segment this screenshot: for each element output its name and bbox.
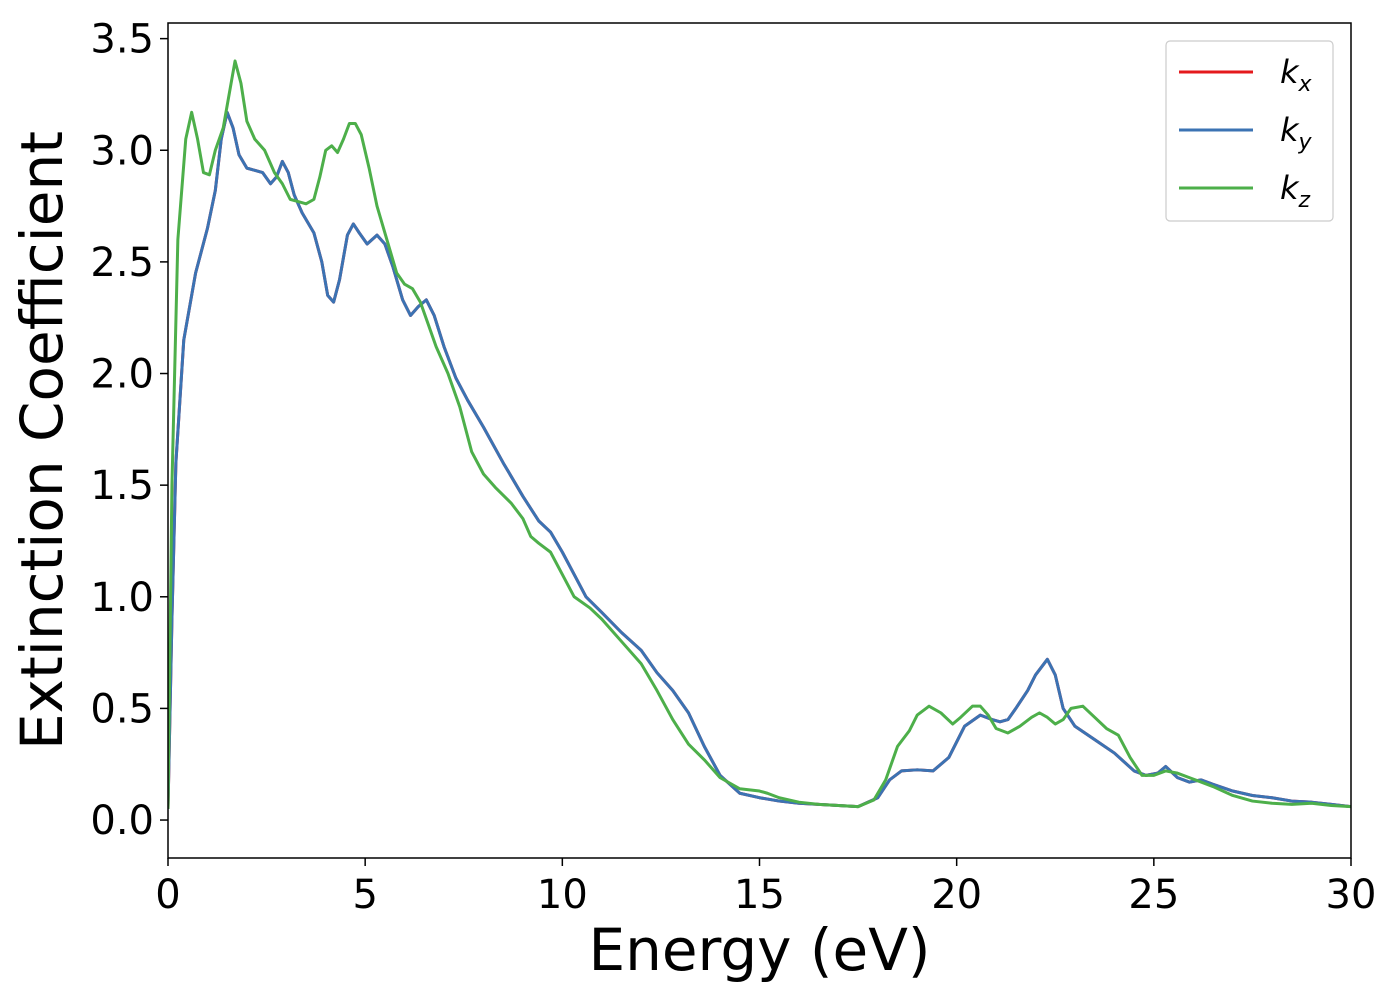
series-layer bbox=[168, 59, 1351, 809]
y-tick-label: 3.0 bbox=[90, 128, 154, 174]
legend-label-kz: kz bbox=[1280, 169, 1311, 213]
y-axis-title: Extinction Coefficient bbox=[8, 131, 76, 750]
legend-label-ky: ky bbox=[1280, 111, 1313, 155]
x-axis-title: Energy (eV) bbox=[588, 916, 930, 984]
x-tick-label: 30 bbox=[1326, 872, 1377, 918]
x-tick-label: 15 bbox=[734, 872, 785, 918]
x-tick-label: 25 bbox=[1128, 872, 1179, 918]
y-tick-label: 0.5 bbox=[90, 686, 154, 732]
x-axis: 0 5 10 15 20 25 30 bbox=[155, 858, 1376, 918]
legend: kx ky kz bbox=[1165, 40, 1334, 222]
y-tick-label: 3.5 bbox=[90, 17, 154, 63]
y-axis: 0.0 0.5 1.0 1.5 2.0 2.5 3.0 3.5 bbox=[90, 17, 168, 844]
x-tick-label: 10 bbox=[537, 872, 588, 918]
legend-label-kx: kx bbox=[1280, 53, 1313, 97]
y-tick-label: 2.0 bbox=[90, 352, 154, 398]
series-line-ky bbox=[168, 110, 1351, 809]
series-line-kz bbox=[168, 59, 1351, 809]
y-tick-label: 1.0 bbox=[90, 575, 154, 621]
y-tick-label: 1.5 bbox=[90, 463, 154, 509]
y-tick-label: 0.0 bbox=[90, 798, 154, 844]
x-tick-label: 0 bbox=[155, 872, 180, 918]
x-tick-label: 5 bbox=[352, 872, 377, 918]
y-tick-label: 2.5 bbox=[90, 240, 154, 286]
x-tick-label: 20 bbox=[931, 872, 982, 918]
